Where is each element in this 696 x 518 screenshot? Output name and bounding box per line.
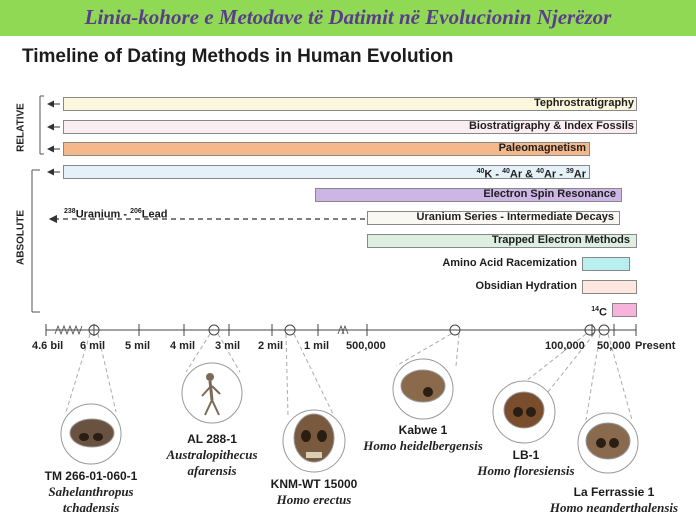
label-electron-spin-resonance: Electron Spin Resonance (483, 188, 616, 200)
chart-title: Timeline of Dating Methods in Human Evol… (22, 46, 454, 67)
relative-bracket (39, 95, 44, 155)
relative-label: RELATIVE (15, 103, 27, 152)
tick-present: Present (635, 340, 676, 352)
fossil-label-sahelanthropus: TM 266-01-060-1 Sahelanthropus tchadensi… (44, 469, 138, 515)
label-radiocarbon: 14C (591, 306, 607, 319)
timeline-axis (45, 324, 637, 336)
skull-icon-kabwe (392, 358, 454, 420)
tick-4-mil: 4 mil (170, 340, 196, 352)
tick-4-6-bil: 4.6 bil (32, 340, 64, 352)
fossil-label-australopithecus: AL 288-1 Australopithecus afarensis (166, 432, 258, 478)
label-paleomagnetism: Paleomagnetism (498, 142, 586, 154)
title-banner (0, 0, 696, 36)
bar-amino-acid (582, 257, 630, 271)
bar-biostratigraphy (63, 120, 637, 134)
label-trapped-electron: Trapped Electron Methods (491, 234, 630, 246)
tick-100000: 100,000 (545, 340, 585, 352)
relative-arrows (47, 100, 60, 153)
tick-500000: 500,000 (346, 340, 386, 352)
tick-6-mil: 6 mil (80, 340, 106, 352)
skull-icon-lb1 (492, 380, 556, 444)
absolute-bracket (31, 169, 40, 313)
bar-potassium-argon (63, 165, 590, 179)
tick-50000: 50,000 (597, 340, 631, 352)
tick-3-mil: 3 mil (215, 340, 241, 352)
bar-paleomagnetism (63, 142, 590, 156)
tick-1-mil: 1 mil (304, 340, 330, 352)
bar-uranium-series (367, 211, 620, 225)
bar-radiocarbon (612, 303, 637, 317)
tick-5-mil: 5 mil (125, 340, 151, 352)
label-uranium-lead: 238Uranium - 206Lead (64, 208, 168, 221)
label-obsidian-hydration: Obsidian Hydration (475, 280, 577, 292)
skeleton-icon-australopithecus (181, 362, 243, 424)
bar-electron-spin-resonance (315, 188, 622, 202)
skull-icon-homo-erectus (282, 409, 346, 473)
skull-icon-sahelanthropus (60, 403, 122, 465)
tick-2-mil: 2 mil (258, 340, 284, 352)
bar-obsidian-hydration (582, 280, 637, 294)
label-amino-acid: Amino Acid Racemization (442, 257, 577, 269)
fossil-label-kabwe: Kabwe 1 Homo heidelbergensis (363, 423, 483, 453)
label-tephrostratigraphy: Tephrostratigraphy (533, 97, 634, 109)
fossil-label-la-ferrassie: La Ferrassie 1 Homo neanderthalensis (549, 485, 679, 515)
fossil-images (60, 358, 639, 474)
fossil-label-lb1: LB-1 Homo floresiensis (477, 448, 575, 478)
absolute-label: ABSOLUTE (15, 210, 27, 265)
bar-tephrostratigraphy (63, 97, 637, 111)
label-biostratigraphy: Biostratigraphy & Index Fossils (468, 120, 634, 132)
label-uranium-series: Uranium Series - Intermediate Decays (416, 211, 614, 223)
label-potassium-argon: 40K - 40Ar & 40Ar - 39Ar (476, 168, 586, 181)
banner-title: Linia-kohore e Metodave të Datimit në Ev… (84, 5, 612, 29)
bar-trapped-electron (367, 234, 637, 248)
skull-icon-la-ferrassie (577, 412, 639, 474)
fossil-label-homo-erectus: KNM-WT 15000 Homo erectus (270, 477, 358, 507)
